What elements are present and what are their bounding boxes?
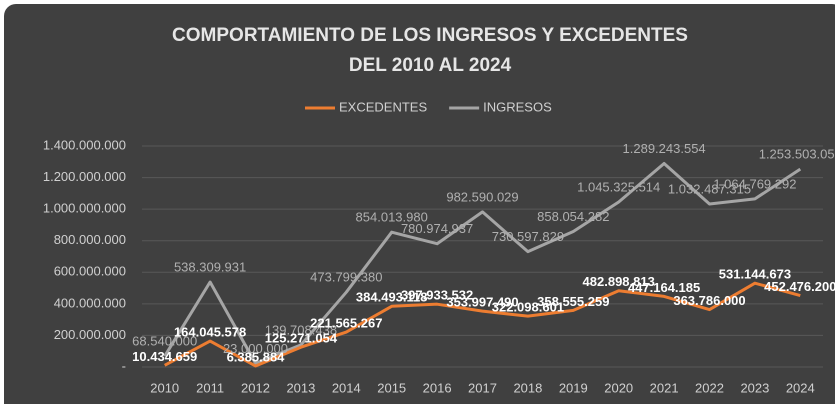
data-label: 221.565.267 xyxy=(310,315,382,330)
data-label: 473.799.380 xyxy=(310,270,382,285)
data-label: 68.540.000 xyxy=(132,334,197,349)
series-line xyxy=(163,281,801,368)
data-label: 10.434.659 xyxy=(132,349,197,364)
x-tick-label: 2012 xyxy=(241,380,270,395)
data-label: 1.045.325.514 xyxy=(577,179,660,194)
x-tick-label: 2020 xyxy=(604,380,633,395)
data-label: 139.708.438 xyxy=(265,322,337,337)
y-tick-label: - xyxy=(122,358,126,373)
data-label: 164.045.578 xyxy=(174,325,246,340)
data-label: 780.974.937 xyxy=(401,221,473,236)
y-tick-label: 600.000.000 xyxy=(54,264,126,279)
y-tick-label: 200.000.000 xyxy=(54,327,126,342)
x-tick-label: 2017 xyxy=(468,380,497,395)
data-label: 447.164.185 xyxy=(628,280,700,295)
data-label: 384.493.118 xyxy=(356,290,428,305)
data-label: 6.385.884 xyxy=(227,349,286,364)
x-tick-label: 2011 xyxy=(196,380,224,395)
data-label: 353.997.490 xyxy=(446,295,518,310)
x-tick-label: 2021 xyxy=(650,380,679,395)
data-label: 531.144.673 xyxy=(719,267,791,282)
data-label: 125.271.054 xyxy=(265,331,338,346)
data-label: 982.590.029 xyxy=(446,189,518,204)
x-tick-label: 2018 xyxy=(513,380,542,395)
series-line xyxy=(163,161,802,365)
data-label: 730.597.829 xyxy=(492,229,564,244)
data-label: 858.054.282 xyxy=(537,209,609,224)
y-tick-label: 1.400.000.000 xyxy=(43,137,126,152)
x-tick-label: 2015 xyxy=(377,380,406,395)
data-label: 322.098.601 xyxy=(492,300,564,315)
y-tick-label: 800.000.000 xyxy=(54,232,126,247)
x-tick-label: 2023 xyxy=(740,380,769,395)
data-label: 23.000.000 xyxy=(223,341,288,356)
y-tick-label: 400.000.000 xyxy=(54,295,126,310)
x-tick-label: 2016 xyxy=(423,380,452,395)
data-label: 1.289.243.554 xyxy=(623,141,706,156)
data-label: 452.476.200 xyxy=(764,279,835,294)
data-label: 854.013.980 xyxy=(356,210,428,225)
legend-label: INGRESOS xyxy=(483,99,552,114)
data-label: 538.309.931 xyxy=(174,259,246,274)
data-label: 482.898.813 xyxy=(583,274,655,289)
x-tick-label: 2024 xyxy=(786,380,815,395)
x-tick-label: 2013 xyxy=(286,380,315,395)
data-label: 363.786.000 xyxy=(673,293,745,308)
data-label: 1.253.503.050 xyxy=(759,147,835,162)
chart-title: COMPORTAMIENTO DE LOS INGRESOS Y EXCEDEN… xyxy=(172,25,688,46)
y-tick-label: 1.200.000.000 xyxy=(43,169,126,184)
chart-title: DEL 2010 AL 2024 xyxy=(349,55,512,76)
x-tick-label: 2019 xyxy=(559,380,588,395)
data-label: 397.933.532 xyxy=(401,288,473,303)
x-tick-label: 2022 xyxy=(695,380,724,395)
legend-label: EXCEDENTES xyxy=(339,99,427,114)
x-tick-label: 2014 xyxy=(332,380,361,395)
x-tick-label: 2010 xyxy=(150,380,179,395)
data-label: 1.032.487.315 xyxy=(668,181,751,196)
y-tick-label: 1.000.000.000 xyxy=(43,201,126,216)
data-label: 358.555.259 xyxy=(537,294,609,309)
data-label: 1.064.769.292 xyxy=(713,176,796,191)
